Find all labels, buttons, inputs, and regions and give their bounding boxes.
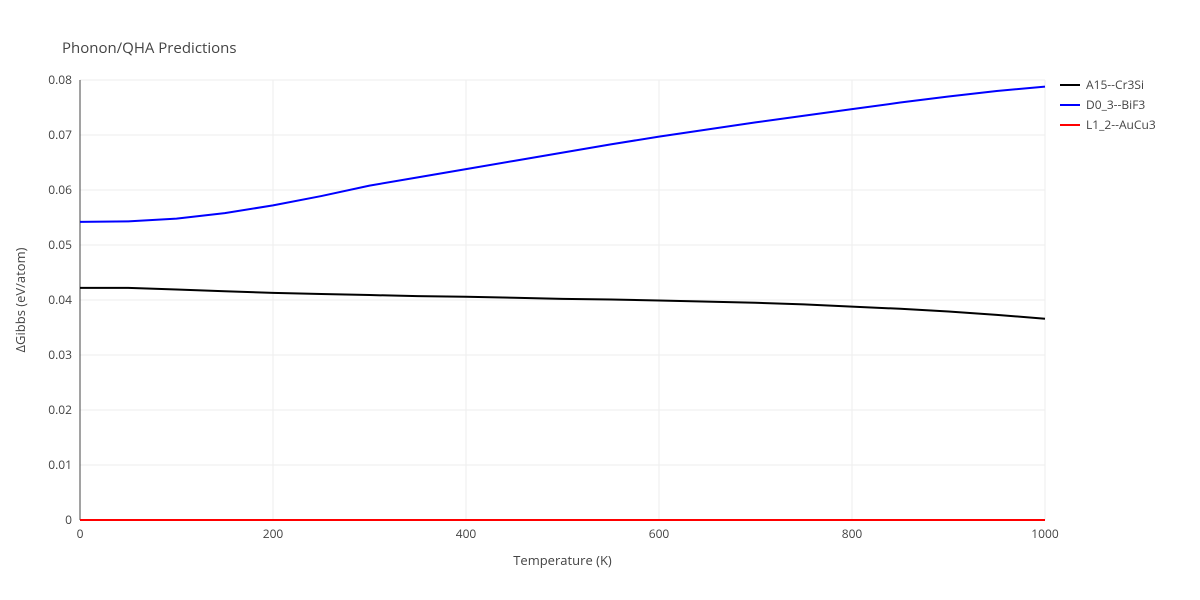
y-tick-label: 0.08 — [48, 71, 72, 88]
x-tick-label: 800 — [842, 525, 863, 542]
x-tick-label: 1000 — [1031, 525, 1059, 542]
y-tick-label: 0 — [65, 511, 72, 528]
legend-label[interactable]: A15--Cr3Si — [1086, 76, 1144, 93]
chart-container: Phonon/QHA Predictions 0 200 400 600 800 1000… — [0, 0, 1200, 600]
y-tick-label: 0.03 — [48, 346, 72, 363]
x-tick-label: 0 — [77, 525, 84, 542]
y-tick-label: 0.06 — [48, 181, 72, 198]
y-tick-label: 0.04 — [48, 291, 72, 308]
legend-label[interactable]: D0_3--BiF3 — [1086, 96, 1145, 113]
x-tick-label: 400 — [456, 525, 477, 542]
y-axis-label: ΔGibbs (eV/atom) — [11, 247, 29, 352]
x-tick-label: 200 — [263, 525, 284, 542]
y-tick-label: 0.05 — [48, 236, 72, 253]
series-line — [80, 87, 1045, 222]
legend-label[interactable]: L1_2--AuCu3 — [1086, 116, 1156, 133]
y-tick-label: 0.01 — [48, 456, 72, 473]
series-line — [80, 288, 1045, 319]
x-tick-label: 600 — [649, 525, 670, 542]
chart-title: Phonon/QHA Predictions — [62, 38, 237, 58]
x-axis-label: Temperature (K) — [513, 551, 612, 569]
y-tick-label: 0.07 — [48, 126, 72, 143]
chart-svg: 0 200 400 600 800 1000 0 0.01 0.02 0.03 0.04 0.05 0.… — [0, 0, 1200, 600]
y-tick-label: 0.02 — [48, 401, 72, 418]
